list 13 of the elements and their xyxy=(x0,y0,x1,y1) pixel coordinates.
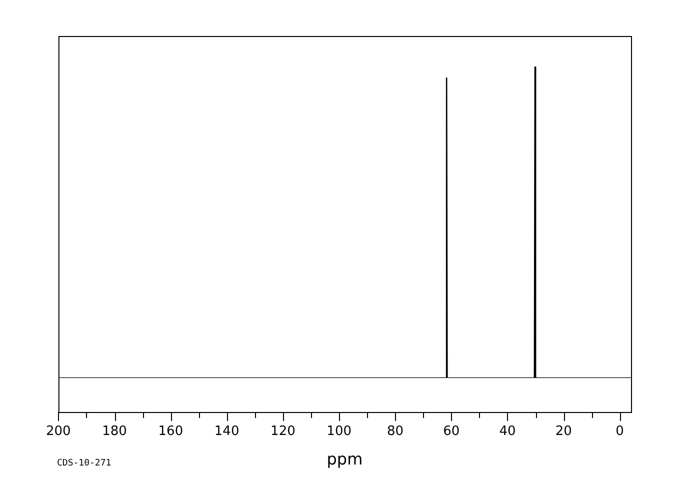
x-tick-label: 160 xyxy=(158,424,184,440)
x-tick-label: 40 xyxy=(499,424,516,440)
x-tick-label: 60 xyxy=(443,424,460,440)
x-tick-label: 120 xyxy=(270,424,296,440)
x-tick-label: 20 xyxy=(555,424,572,440)
text: CDS-10-271 xyxy=(57,458,112,468)
x-tick-label: 100 xyxy=(326,424,352,440)
x-tick-label: 80 xyxy=(386,424,404,440)
x-tick-label: 200 xyxy=(46,424,71,440)
x-tick-label: 140 xyxy=(214,424,240,440)
x-tick-label: 0 xyxy=(616,424,624,440)
x-axis-title: ppm xyxy=(326,450,363,469)
x-tick-label: 180 xyxy=(102,424,127,440)
